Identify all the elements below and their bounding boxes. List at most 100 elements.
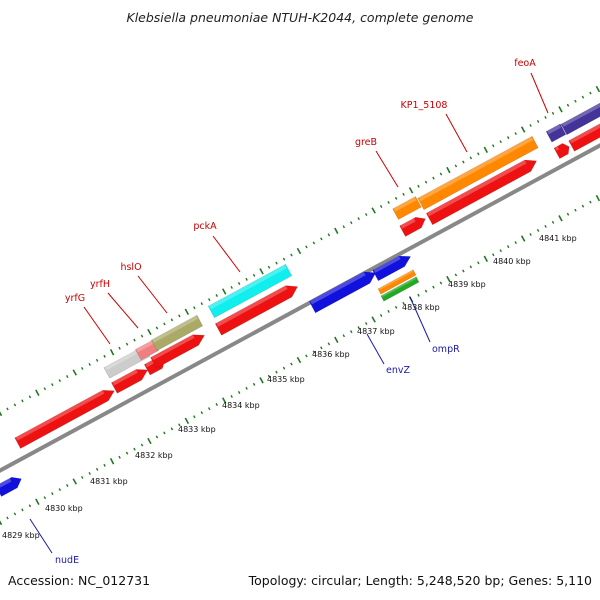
tick-mark (506, 245, 510, 249)
kbp-label: 4830 kbp (45, 504, 83, 513)
tick-mark (574, 99, 577, 103)
tick-mark (371, 316, 376, 323)
tick-mark (357, 217, 360, 221)
tick-mark (51, 383, 54, 387)
tick-mark (320, 237, 323, 241)
tick-mark (432, 176, 435, 180)
kbp-label: 4835 kbp (267, 375, 305, 384)
gene-pckA-rev (214, 285, 299, 336)
tick-mark (95, 358, 99, 362)
svg-text:hslO: hslO (120, 262, 141, 273)
gene-label-greB: greB (355, 137, 399, 188)
accession-text: Accession: NC_012731 (8, 573, 150, 588)
tick-mark (514, 132, 517, 136)
gene-envZ (377, 269, 417, 295)
gene-features (0, 102, 600, 497)
gene-label-yrfH: yrfH (90, 279, 139, 329)
tick-mark (454, 273, 458, 277)
tick-mark (566, 103, 570, 107)
gene-purple-2 (560, 102, 600, 136)
tick-mark (125, 451, 129, 455)
tick-mark (118, 346, 121, 350)
tick-mark (170, 427, 174, 431)
tick-mark (558, 106, 563, 113)
tick-mark (200, 411, 204, 415)
gene-blue-2 (372, 255, 412, 282)
gene-nudE (0, 476, 22, 497)
gene-label-yrfG: yrfG (65, 293, 111, 345)
tick-mark (544, 224, 547, 228)
tick-mark (65, 484, 69, 488)
tick-mark (469, 265, 473, 269)
tick-mark (28, 395, 32, 399)
gene-ompR (380, 276, 420, 302)
map-title: Klebsiella pneumoniae NTUH-K2044, comple… (127, 10, 474, 25)
svg-text:KP1_5108: KP1_5108 (401, 100, 448, 111)
kbp-label: 4839 kbp (448, 280, 486, 289)
tick-mark (379, 204, 383, 208)
tick-mark (477, 261, 480, 265)
tick-mark (163, 322, 166, 326)
tick-mark (109, 349, 115, 356)
tick-mark (282, 257, 286, 261)
tick-mark (551, 111, 555, 115)
tick-mark (133, 338, 136, 342)
tick-mark (371, 207, 376, 214)
kbp-label: 4840 kbp (493, 257, 531, 266)
tick-mark (140, 443, 144, 447)
tick-mark (349, 221, 353, 225)
tick-mark (514, 241, 517, 245)
tick-mark (296, 247, 302, 255)
tick-mark (544, 115, 547, 119)
tick-mark (520, 235, 526, 242)
gene-label-hslO: hslO (120, 262, 168, 314)
tick-mark (72, 369, 77, 376)
tick-mark (536, 228, 540, 232)
tick-mark (305, 245, 308, 249)
tick-mark (491, 253, 495, 257)
tick-mark (267, 374, 271, 378)
tick-mark (402, 192, 405, 196)
gene-yrfG (14, 389, 115, 449)
gene-label-nudE: nudE (29, 518, 79, 566)
svg-text:envZ: envZ (386, 365, 410, 376)
tick-mark (245, 386, 248, 390)
tick-mark (6, 516, 9, 520)
kbp-label: 4829 kbp (2, 531, 40, 540)
tick-mark (21, 508, 24, 512)
tick-mark (462, 269, 465, 273)
tick-mark (13, 403, 17, 407)
kbp-label: 4832 kbp (135, 451, 173, 460)
tick-mark (43, 387, 47, 391)
tick-mark (178, 423, 181, 427)
tick-mark (574, 208, 577, 212)
tick-mark (155, 435, 159, 439)
tick-mark (35, 389, 40, 396)
gene-red-6 (399, 216, 426, 237)
svg-text:greB: greB (355, 137, 377, 148)
tick-mark (230, 394, 233, 398)
tick-mark (245, 277, 248, 281)
tick-mark (275, 370, 278, 374)
gene-label-KP1_5108: KP1_5108 (401, 100, 468, 153)
tick-mark (394, 305, 398, 309)
tick-mark (170, 318, 174, 322)
tick-mark (529, 124, 532, 127)
tick-mark (408, 187, 414, 194)
tick-mark (65, 375, 69, 379)
tick-mark (184, 417, 190, 424)
tick-mark (221, 288, 227, 295)
tick-mark (439, 172, 443, 176)
tick-mark (72, 478, 77, 485)
kbp-label: 4833 kbp (178, 425, 216, 434)
tick-mark (364, 213, 368, 217)
gene-hslO (150, 314, 204, 352)
tick-mark (275, 261, 278, 265)
tick-mark (252, 273, 256, 277)
tick-mark (178, 314, 181, 318)
tick-mark (103, 463, 106, 467)
gene-greB (392, 196, 422, 220)
tick-mark (483, 255, 489, 262)
tick-mark (589, 91, 592, 95)
